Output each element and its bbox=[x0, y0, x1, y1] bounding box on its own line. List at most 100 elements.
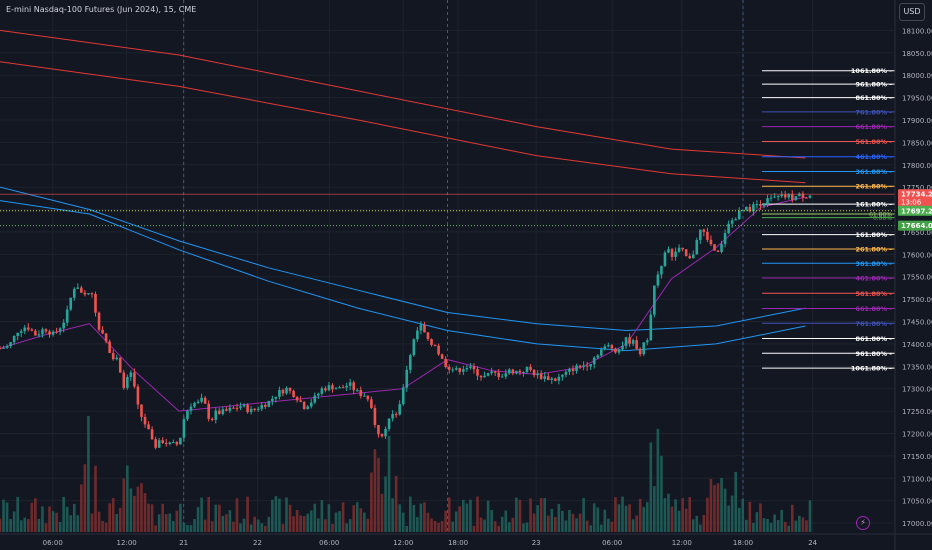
candle-body bbox=[745, 206, 748, 210]
volume-bar bbox=[302, 516, 306, 532]
upper-price-badge-bg bbox=[898, 189, 932, 208]
candle-body bbox=[582, 365, 585, 368]
volume-bar bbox=[115, 514, 119, 532]
candle-body bbox=[90, 293, 94, 295]
candle-body bbox=[433, 344, 437, 346]
volume-bar bbox=[476, 496, 479, 532]
candle-body bbox=[479, 375, 483, 378]
volume-bar bbox=[706, 497, 709, 532]
candle-body bbox=[172, 442, 175, 444]
volume-bar bbox=[299, 515, 302, 532]
volume-bar bbox=[72, 503, 76, 532]
candle-body bbox=[734, 219, 737, 221]
volume-bar bbox=[44, 523, 48, 532]
price-axis: 18100.00 18050.00 18000.00 17950.00 17900.00… bbox=[894, 0, 932, 550]
candle-body bbox=[62, 322, 65, 329]
x-tick-label: 12:00 bbox=[393, 539, 413, 547]
candle-body bbox=[430, 338, 433, 345]
volume-bar bbox=[702, 514, 706, 532]
candle-body bbox=[511, 369, 515, 374]
volume-bar bbox=[624, 505, 628, 532]
candle-body bbox=[108, 341, 111, 354]
volume-bar bbox=[133, 495, 136, 532]
volume-bar bbox=[111, 498, 115, 532]
candle-body bbox=[575, 365, 578, 371]
candle-body bbox=[391, 414, 394, 419]
fib-mid-label: 61.80% bbox=[869, 212, 892, 219]
volume-bar bbox=[674, 499, 677, 532]
volume-bar bbox=[500, 516, 504, 532]
candle-body bbox=[69, 297, 73, 310]
volume-bar bbox=[249, 524, 253, 532]
volume-bar bbox=[348, 519, 352, 532]
volume-bar bbox=[688, 497, 692, 532]
candle-body bbox=[603, 346, 607, 350]
volume-bar bbox=[94, 465, 97, 532]
volume-bar bbox=[200, 497, 203, 532]
y-tick-label: 17600.00 bbox=[902, 251, 932, 259]
volume-bar bbox=[638, 498, 642, 532]
volume-bar bbox=[267, 516, 271, 532]
candle-body bbox=[762, 204, 766, 206]
currency-button[interactable]: USD bbox=[899, 3, 925, 21]
x-tick-label: 18:00 bbox=[448, 539, 468, 547]
volume-bar bbox=[730, 495, 734, 532]
candle-body bbox=[41, 329, 44, 335]
volume-bar bbox=[713, 485, 716, 532]
candle-body bbox=[292, 390, 295, 398]
volume-bar bbox=[26, 519, 30, 532]
candle-body bbox=[281, 389, 285, 394]
candle-body bbox=[500, 376, 504, 378]
fib-down-label: 861.80% - bbox=[855, 335, 892, 343]
volume-bar bbox=[720, 477, 723, 532]
volume-bar bbox=[486, 500, 490, 532]
volume-bar bbox=[755, 512, 759, 532]
candle-body bbox=[118, 357, 122, 373]
volume-bar bbox=[554, 517, 557, 532]
candle-body bbox=[614, 348, 617, 353]
candle-body bbox=[30, 329, 34, 331]
candle-body bbox=[366, 395, 370, 400]
candle-body bbox=[426, 332, 430, 339]
volume-bar bbox=[274, 496, 278, 532]
candle-body bbox=[37, 334, 41, 336]
candle-body bbox=[384, 428, 387, 437]
candle-body bbox=[423, 324, 426, 333]
volume-bar bbox=[603, 509, 607, 532]
volume-bar bbox=[546, 515, 550, 532]
candle-body bbox=[454, 368, 458, 370]
volume-bar bbox=[656, 428, 660, 532]
candle-body bbox=[476, 369, 479, 376]
lightning-icon[interactable]: ⚡ bbox=[856, 516, 870, 530]
volume-bar bbox=[479, 517, 483, 532]
candle-body bbox=[405, 369, 409, 388]
fib-up-label: 861.80% - bbox=[855, 94, 892, 102]
candle-body bbox=[242, 404, 246, 407]
y-tick-label: 18000.00 bbox=[902, 72, 932, 80]
y-tick-label: 17100.00 bbox=[902, 475, 932, 483]
candle-body bbox=[101, 329, 104, 334]
volume-bar bbox=[317, 518, 320, 532]
candle-body bbox=[727, 223, 730, 234]
candle-body bbox=[143, 416, 147, 425]
volume-bar bbox=[271, 499, 274, 532]
candle-body bbox=[203, 397, 207, 404]
fib-up-label: 161.80% - bbox=[855, 201, 892, 209]
candle-body bbox=[380, 434, 384, 437]
candle-body bbox=[578, 365, 582, 368]
volume-bar bbox=[773, 514, 776, 532]
candle-body bbox=[5, 346, 9, 348]
candle-body bbox=[798, 193, 801, 197]
y-tick-label: 17750.00 bbox=[902, 184, 932, 192]
candle-body bbox=[497, 372, 501, 377]
volume-bar bbox=[366, 518, 370, 532]
fib-down-label: 761.80% - bbox=[855, 320, 892, 328]
candle-body bbox=[554, 378, 557, 381]
candle-body bbox=[256, 408, 260, 410]
candle-body bbox=[508, 369, 511, 374]
candle-body bbox=[653, 285, 656, 315]
volume-bar bbox=[433, 520, 437, 532]
volume-bar bbox=[589, 525, 592, 532]
time-axis: 06:00 12:00 21 22 06:00 12:00 18:00 23 06:00 12:0… bbox=[0, 533, 932, 547]
